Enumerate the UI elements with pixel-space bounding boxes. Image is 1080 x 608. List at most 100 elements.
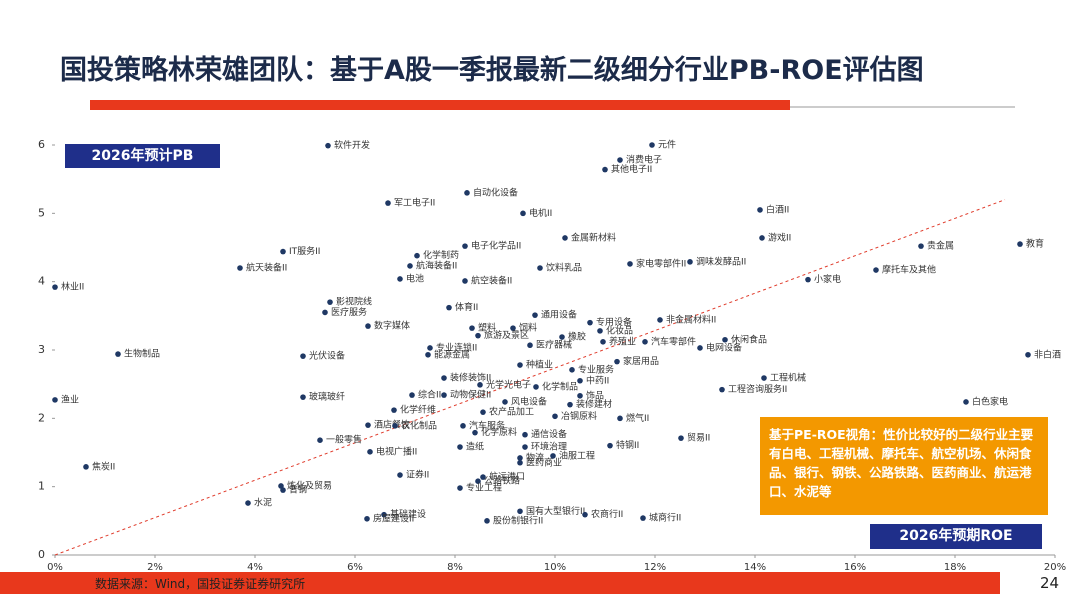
point — [597, 328, 603, 334]
point-label: 工程咨询服务II — [728, 383, 787, 395]
point — [562, 235, 568, 241]
point — [480, 409, 486, 415]
point — [649, 142, 655, 148]
point-label: 其他电子II — [611, 163, 652, 175]
point — [502, 399, 508, 405]
point-label: 军工电子II — [394, 197, 435, 209]
x-tick-label: 6% — [347, 562, 363, 573]
point-label: 航空装备II — [471, 274, 512, 286]
point — [457, 444, 463, 450]
callout: 基于PE-ROE视角：性价比较好的二级行业主要有白电、工程机械、摩托车、航空机场… — [760, 417, 1048, 515]
point-label: 风电设备 — [511, 395, 547, 407]
point — [587, 319, 593, 326]
point-label: 渔业 — [61, 394, 79, 405]
point-label: 饰品 — [586, 389, 604, 401]
point — [873, 267, 879, 273]
point-label: 医疗服务 — [331, 306, 367, 318]
point-label: 休闲食品 — [731, 333, 767, 345]
point — [280, 248, 286, 255]
point-label: 小家电 — [814, 273, 841, 285]
point-label: 装修装饰II — [450, 372, 491, 384]
point — [522, 431, 528, 438]
point — [391, 407, 397, 413]
point-label: 焦炭II — [92, 460, 115, 472]
point-label: 特钢II — [616, 439, 639, 451]
point-label: 专业连锁II — [436, 341, 477, 353]
point — [446, 304, 452, 311]
point — [517, 508, 523, 515]
point — [687, 259, 693, 265]
point-label: IT服务II — [289, 245, 320, 257]
point-label: 生物制品 — [124, 348, 160, 360]
point — [617, 415, 623, 422]
source: 数据来源：Wind，国投证券证券研究所 — [95, 577, 306, 591]
y-tick-label: 4 — [38, 275, 45, 288]
point — [477, 382, 483, 388]
point-label: 软件开发 — [334, 139, 370, 151]
point-label: 白酒II — [766, 203, 789, 215]
x-tick-label: 18% — [944, 562, 966, 573]
y-tick-label: 3 — [38, 343, 45, 356]
x-tick-label: 16% — [844, 562, 866, 573]
point-label: 贸易II — [687, 432, 710, 444]
point — [537, 265, 543, 271]
point — [805, 276, 811, 283]
point-label: 医疗器械 — [536, 339, 572, 351]
point — [462, 278, 468, 284]
point — [532, 312, 538, 318]
point — [409, 392, 415, 398]
point — [582, 511, 588, 518]
x-axis-label: 2026年预期ROE — [870, 524, 1042, 549]
point-label: 通用设备 — [541, 309, 577, 321]
point — [757, 207, 763, 213]
point-label: 普钢 — [289, 484, 307, 496]
point-label: 饮料乳品 — [546, 262, 582, 274]
point — [517, 455, 523, 461]
point — [577, 377, 583, 384]
point — [1017, 241, 1023, 247]
point — [522, 444, 528, 450]
point — [520, 210, 526, 217]
point-label: 光学光电子 — [486, 378, 531, 390]
point-label: 玻璃玻纤 — [309, 391, 345, 403]
point-label: 农产品加工 — [489, 406, 534, 418]
point-label: 游戏II — [768, 231, 791, 243]
point-label: 电网设备 — [706, 341, 742, 353]
point — [559, 334, 565, 340]
point-label: 酒店餐饮 — [374, 419, 410, 431]
point — [52, 284, 58, 290]
point-label: 物流 — [526, 451, 544, 463]
point — [460, 423, 466, 429]
point-label: 农商行II — [591, 508, 623, 520]
point-label: 饲料 — [519, 322, 537, 334]
point-label: 家居用品 — [623, 355, 659, 367]
point — [464, 190, 470, 196]
point — [552, 413, 558, 420]
point-label: 航运港口 — [489, 471, 525, 483]
point — [533, 384, 539, 390]
point-label: 国有大型银行II — [526, 505, 585, 517]
point-label: 调味发酵品II — [696, 255, 746, 267]
point — [52, 397, 58, 403]
point-label: 航天装备II — [246, 262, 287, 274]
title: 国投策略林荣雄团队：基于A股一季报最新二级细分行业PB-ROE评估图 — [60, 55, 924, 86]
point-label: 炼化及贸易 — [287, 479, 332, 491]
point — [569, 367, 575, 373]
point-label: 一般零售 — [326, 434, 362, 446]
point-label: 电视广播II — [376, 445, 417, 457]
point — [457, 485, 463, 491]
point-label: 林业II — [61, 281, 84, 293]
point-label: 电子化学品II — [471, 240, 521, 252]
point — [327, 299, 333, 305]
point — [484, 518, 490, 524]
point — [614, 358, 620, 365]
point — [364, 515, 370, 522]
point-label: 通信设备 — [531, 428, 567, 440]
point — [280, 487, 286, 493]
point — [640, 515, 646, 521]
point — [407, 263, 413, 269]
x-tick-label: 8% — [447, 562, 463, 573]
point-label: 水泥 — [254, 497, 272, 509]
point-label: 旅游及景区 — [484, 329, 529, 341]
point-label: 造纸 — [466, 441, 484, 453]
